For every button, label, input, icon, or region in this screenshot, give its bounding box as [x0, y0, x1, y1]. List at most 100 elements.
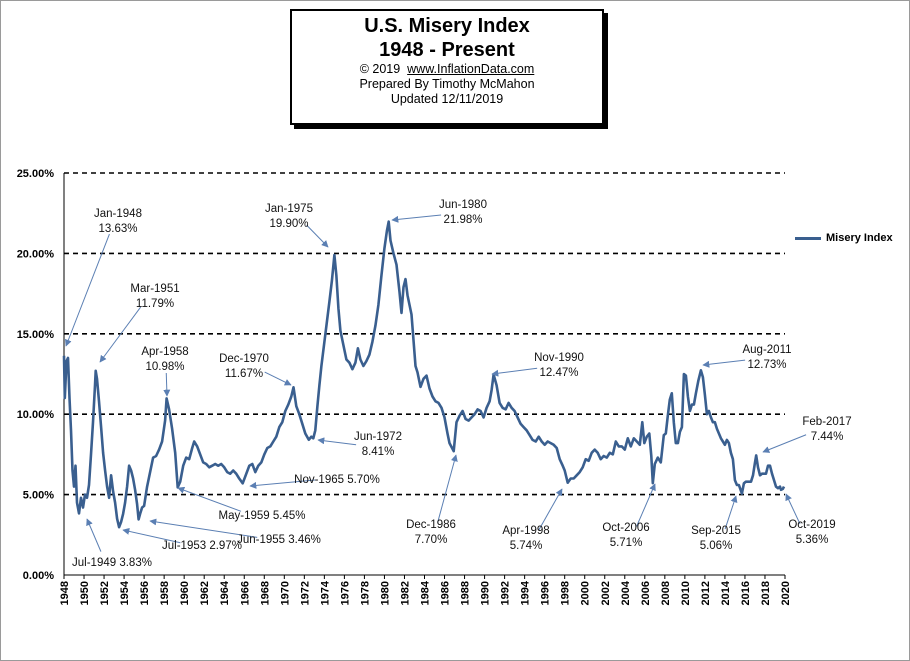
annotation-arrow — [65, 233, 110, 347]
site-link[interactable]: www.InflationData.com — [407, 62, 535, 76]
chart-title: U.S. Misery Index — [364, 15, 530, 37]
x-tick-label: 1984 — [420, 580, 432, 605]
annotation-date: Oct-2006 — [602, 522, 649, 534]
x-tick-label: 2018 — [760, 581, 772, 605]
annotation-value: 7.70% — [415, 534, 448, 546]
annotation-value: 5.06% — [700, 540, 733, 552]
annotation-label: Jul-1949 3.83% — [72, 557, 152, 569]
annotation-date: Aug-2011 — [742, 344, 791, 356]
annotation-value: 11.67% — [225, 368, 263, 380]
y-tick-label: 25.00% — [17, 168, 55, 180]
annotation-arrow — [636, 483, 656, 527]
annotation-label: May-1959 5.45% — [219, 510, 306, 522]
x-tick-label: 2020 — [780, 581, 792, 605]
x-tick-label: 1982 — [399, 581, 411, 605]
annotation-arrow — [491, 367, 538, 377]
x-tick-label: 1996 — [540, 581, 552, 605]
y-tick-label: 20.00% — [17, 248, 55, 260]
annotation-date: Jun-1980 — [439, 199, 487, 211]
chart-title-box: U.S. Misery Index 1948 - Present © 2019 … — [290, 9, 604, 125]
annotation-value: 12.73% — [747, 359, 786, 371]
annotation-date: Jun-1972 — [354, 431, 402, 443]
annotation-arrow — [249, 479, 316, 489]
y-tick-label: 10.00% — [17, 409, 55, 421]
x-tick-label: 1986 — [440, 581, 452, 605]
annotation-value: 13.63% — [98, 223, 137, 235]
annotation-arrow — [785, 493, 801, 525]
x-tick-label: 1960 — [179, 581, 191, 605]
y-tick-label: 5.00% — [23, 490, 54, 502]
annotation-arrow — [538, 488, 563, 531]
x-tick-label: 1968 — [259, 581, 271, 605]
x-tick-label: 1990 — [480, 581, 492, 605]
x-tick-label: 1970 — [279, 581, 291, 605]
copyright-text: © 2019 — [359, 62, 401, 76]
x-tick-label: 1976 — [339, 581, 351, 605]
x-tick-label: 1962 — [199, 581, 211, 605]
annotation-arrow — [702, 359, 746, 368]
copyright-line: © 2019 www.InflationData.com — [292, 62, 602, 77]
annotation-value: 5.36% — [796, 534, 829, 546]
x-tick-label: 2008 — [660, 581, 672, 605]
annotation-value: 19.90% — [269, 218, 308, 230]
annotation-value: 10.98% — [145, 361, 184, 373]
annotation-date: Jan-1975 — [265, 203, 313, 215]
annotation-arrow — [122, 527, 181, 544]
annotation-date: Dec-1986 — [406, 519, 456, 531]
annotation-arrow — [86, 518, 102, 552]
x-tick-label: 2000 — [580, 581, 592, 605]
chart-legend: Misery Index — [795, 232, 893, 244]
x-tick-label: 1948 — [59, 581, 71, 605]
annotation-arrow — [437, 454, 458, 523]
x-tick-label: 1974 — [319, 580, 331, 605]
x-tick-label: 2006 — [640, 581, 652, 605]
updated-date: Updated 12/11/2019 — [390, 92, 504, 106]
x-tick-label: 2014 — [720, 580, 732, 605]
x-tick-label: 1972 — [299, 581, 311, 605]
annotation-arrow — [762, 434, 807, 453]
annotation-date: Apr-1998 — [502, 525, 549, 537]
x-tick-label: 1958 — [159, 581, 171, 605]
chart-subtitle: 1948 - Present — [379, 39, 515, 61]
x-tick-label: 1980 — [379, 581, 391, 605]
y-tick-label: 15.00% — [17, 329, 55, 341]
annotation-value: 11.79% — [136, 298, 174, 310]
annotation-arrow — [163, 372, 171, 397]
annotation-date: Apr-1958 — [141, 346, 188, 358]
x-tick-label: 2012 — [700, 581, 712, 605]
annotation-arrow — [177, 486, 242, 512]
x-tick-label: 1964 — [219, 580, 231, 605]
annotation-value: 21.98% — [443, 214, 482, 226]
annotation-date: Sep-2015 — [691, 525, 741, 537]
x-tick-label: 1992 — [500, 581, 512, 605]
x-tick-label: 2004 — [620, 580, 632, 605]
y-tick-label: 0.00% — [23, 570, 54, 582]
annotation-arrow — [264, 371, 292, 386]
annotation-value: 5.74% — [510, 540, 543, 552]
annotation-arrow — [306, 224, 329, 248]
x-tick-label: 1952 — [99, 581, 111, 605]
x-tick-label: 1978 — [359, 581, 371, 605]
annotation-value: 5.71% — [610, 537, 643, 549]
annotation-label: Jul-1953 2.97% — [162, 540, 242, 552]
annotation-date: Nov-1990 — [534, 352, 584, 364]
x-tick-label: 1950 — [79, 581, 91, 605]
x-tick-label: 1956 — [139, 581, 151, 605]
annotation-date: Oct-2019 — [788, 519, 835, 531]
annotation-date: Dec-1970 — [219, 353, 269, 365]
x-tick-label: 1998 — [560, 581, 572, 605]
legend-swatch — [795, 236, 821, 240]
x-tick-label: 1966 — [239, 581, 251, 605]
x-tick-label: 2010 — [680, 581, 692, 605]
annotation-arrow — [317, 437, 357, 446]
annotation-value: 7.44% — [811, 431, 844, 443]
annotation-arrow — [724, 495, 738, 530]
x-tick-label: 2002 — [600, 581, 612, 605]
annotation-date: Jan-1948 — [94, 208, 142, 220]
annotation-arrow — [149, 518, 258, 538]
annotation-date: Feb-2017 — [802, 416, 851, 428]
series-line-misery-index — [62, 220, 786, 529]
prepared-by: Prepared By Timothy McMahon — [359, 77, 535, 91]
annotation-arrow — [391, 214, 442, 223]
